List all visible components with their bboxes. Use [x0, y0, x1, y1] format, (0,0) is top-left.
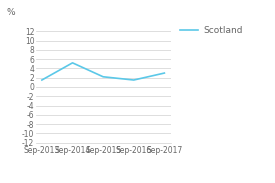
Legend: Scotland: Scotland: [180, 27, 243, 36]
Text: %: %: [6, 8, 15, 17]
Scotland: [71, 62, 74, 64]
Scotland: [40, 79, 43, 81]
Scotland: [101, 76, 105, 78]
Scotland: [163, 72, 166, 74]
Scotland: [132, 79, 135, 81]
Line: Scotland: Scotland: [42, 63, 164, 80]
